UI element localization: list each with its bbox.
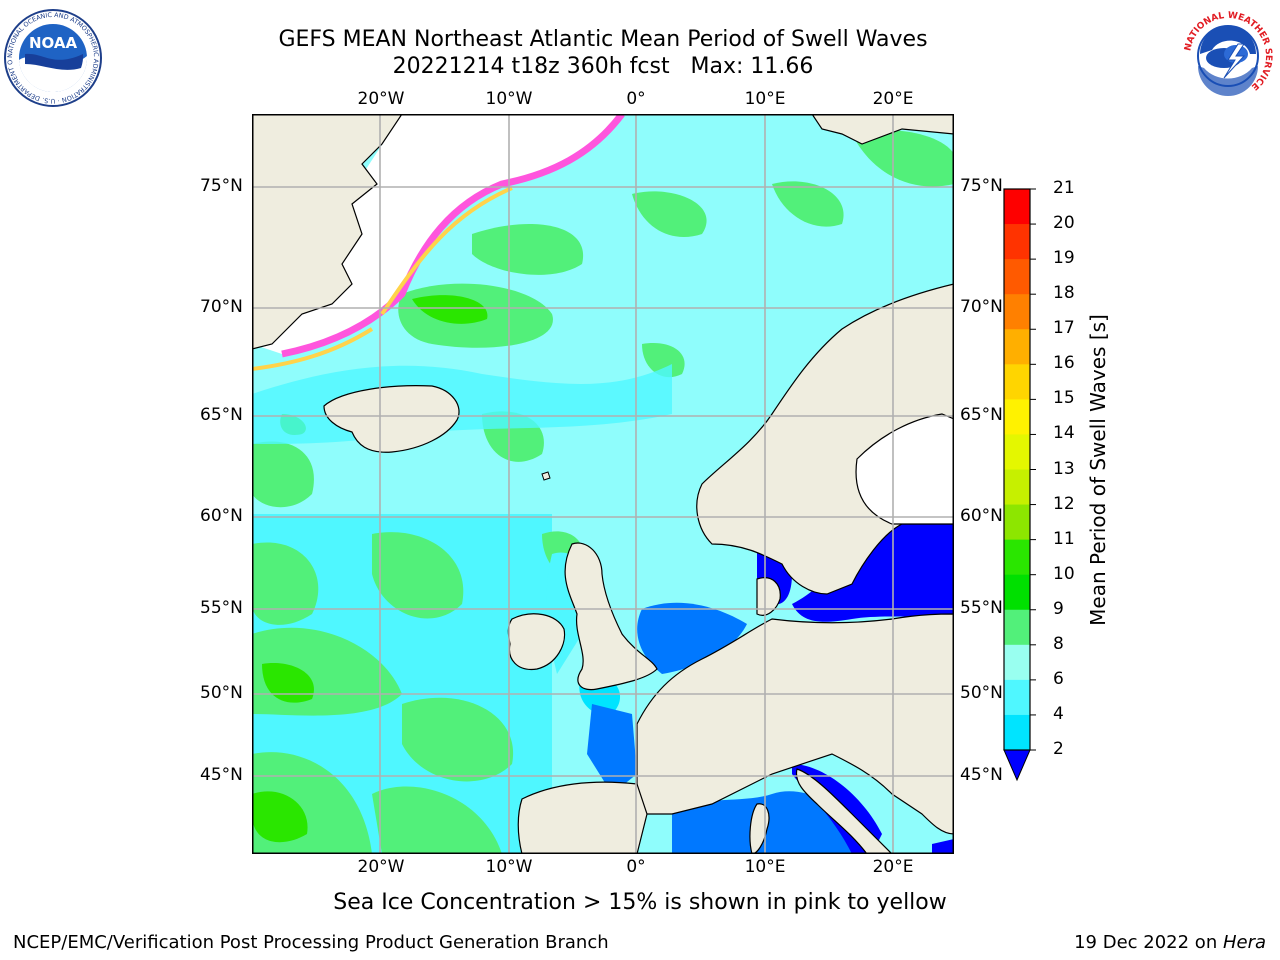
colorbar-tick-label: 18 [1053,283,1075,304]
lat-label-left: 60°N [200,506,243,526]
colorbar-segment [1004,469,1030,506]
colorbar-segment [1004,329,1030,365]
lat-label-right: 75°N [960,176,1003,196]
colorbar-tick-label: 19 [1053,248,1075,269]
land-svalbard [811,114,954,145]
lat-label-left: 55°N [200,598,243,618]
colorbar-segment [1004,399,1030,435]
lat-label-left: 65°N [200,405,243,425]
lat-label-right: 70°N [960,297,1003,317]
land-iceland [323,385,460,453]
land-faroe [541,471,551,481]
colorbar-segment [1004,224,1030,260]
colorbar-tick-label: 15 [1053,388,1075,409]
colorbar-segment [1004,189,1030,225]
lon-label-top: 20°E [872,89,914,109]
lon-label-top: 20°W [357,89,405,109]
lon-label-bottom: 10°W [485,857,533,877]
colorbar-tick-label: 20 [1053,213,1075,234]
footer-credit: NCEP/EMC/Verification Post Processing Pr… [13,932,609,953]
colorbar-tick-label: 9 [1053,598,1064,619]
colorbar-tick-label: 4 [1053,703,1064,724]
colorbar-segment [1004,259,1030,295]
colorbar-segment [1004,364,1030,400]
lat-label-left: 45°N [200,765,243,785]
land-italy [795,768,893,854]
noaa-logo-text: NOAA [29,34,78,52]
sea-ice-edge-pink [281,114,625,358]
land-great-britain [564,542,658,691]
map-title: GEFS MEAN Northeast Atlantic Mean Period… [278,27,928,52]
sea-ice-caption: Sea Ice Concentration > 15% is shown in … [333,890,947,915]
colorbar-segment [1004,714,1030,751]
colorbar-tick-label: 16 [1053,353,1075,374]
land-iberia [517,781,648,854]
colorbar-label: Mean Period of Swell Waves [s] [1086,314,1110,626]
colorbar-tick-label: 13 [1053,458,1075,479]
lon-label-bottom: 20°W [357,857,405,877]
lat-label-left: 50°N [200,683,243,703]
colorbar-segment [1004,294,1030,330]
sea-ice-edge-yellow [252,186,513,371]
colorbar-tick-label: 11 [1053,528,1075,549]
colorbar-segment [1004,574,1030,611]
lat-label-right: 55°N [960,598,1003,618]
noaa-logo: NATIONAL OCEANIC AND ATMOSPHERIC ADMINIS… [3,8,102,107]
lat-label-left: 70°N [200,297,243,317]
footer-date: 19 Dec 2022 on Hera [1074,932,1266,953]
land-finland-lake [855,413,954,525]
colorbar-segment [1004,434,1030,470]
colorbar-tick-label: 8 [1053,633,1064,654]
lon-label-top: 10°W [485,89,533,109]
colorbar-segment [1004,539,1030,576]
footer-date-text: 19 Dec 2022 on [1074,932,1223,953]
lon-label-top: 0° [626,89,646,109]
lat-label-right: 50°N [960,683,1003,703]
nws-logo: NATIONAL WEATHER SERVICE [1182,10,1274,102]
colorbar-tick-label: 21 [1053,178,1075,198]
swell-10s-patches [252,130,954,854]
lon-label-bottom: 0° [626,857,646,877]
colorbar-under-triangle [1003,749,1031,782]
lat-label-left: 75°N [200,176,243,196]
colorbar-tick-label: 12 [1053,493,1075,514]
colorbar [1003,188,1036,782]
land-continental-europe [636,613,954,835]
colorbar-segment [1004,504,1030,541]
lat-label-right: 65°N [960,405,1003,425]
colorbar-tick-label: 2 [1053,739,1064,759]
swell-11s-patches [252,295,488,843]
colorbar-tick-label: 14 [1053,423,1075,444]
lon-label-bottom: 20°E [872,857,914,877]
colorbar-tick-label: 17 [1053,318,1075,339]
colorbar-tick-label: 6 [1053,668,1064,689]
land-greenland [252,114,403,350]
colorbar-segment [1004,609,1030,646]
map-subtitle: 20221214 t18z 360h fcst Max: 11.66 [392,54,814,79]
lat-label-right: 60°N [960,506,1003,526]
graticule [252,114,954,854]
land-denmark [756,577,781,616]
colorbar-segment [1004,679,1030,716]
swell-period-map [252,114,954,854]
map-frame [252,114,954,854]
colorbar-segment [1004,644,1030,681]
lat-label-right: 45°N [960,765,1003,785]
colorbar-tick-label: 10 [1053,563,1075,584]
lon-label-top: 10°E [744,89,786,109]
footer-host: Hera [1222,932,1266,953]
lon-label-bottom: 10°E [744,857,786,877]
